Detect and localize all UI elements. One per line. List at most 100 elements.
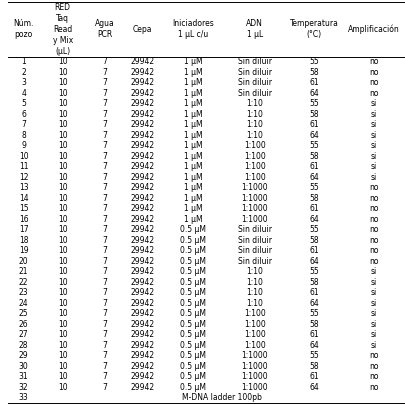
Text: 29942: 29942 [130,267,154,276]
Text: 64: 64 [309,299,318,308]
Text: 0.5 μM: 0.5 μM [180,246,206,255]
Text: 15: 15 [19,204,28,213]
Text: 29942: 29942 [130,152,154,161]
Text: 24: 24 [19,299,28,308]
Text: 55: 55 [309,58,318,66]
Text: 12: 12 [19,173,28,182]
Text: 29942: 29942 [130,120,154,129]
Text: 10: 10 [58,215,67,224]
Text: 1:1000: 1:1000 [241,204,267,213]
Text: 7: 7 [102,372,107,381]
Text: 10: 10 [58,257,67,266]
Text: 61: 61 [309,330,318,339]
Text: 0.5 μM: 0.5 μM [180,236,206,245]
Text: 7: 7 [102,194,107,203]
Text: no: no [369,236,378,245]
Text: 19: 19 [19,246,28,255]
Text: 0.5 μM: 0.5 μM [180,383,206,392]
Text: 29942: 29942 [130,162,154,171]
Text: 1:10: 1:10 [246,299,262,308]
Text: Sin diluir: Sin diluir [237,58,271,66]
Text: Amplificación: Amplificación [347,25,399,34]
Text: 29942: 29942 [130,362,154,371]
Text: Temperatura
(°C): Temperatura (°C) [289,19,338,39]
Text: 29942: 29942 [130,215,154,224]
Text: 0.5 μM: 0.5 μM [180,362,206,371]
Text: 17: 17 [19,225,28,234]
Text: 1 μM: 1 μM [183,78,202,87]
Text: 1 μM: 1 μM [183,162,202,171]
Text: 0.5 μM: 0.5 μM [180,257,206,266]
Text: 7: 7 [102,330,107,339]
Text: si: si [370,320,376,329]
Text: ADN
1 μL: ADN 1 μL [246,19,262,39]
Text: si: si [370,341,376,350]
Text: 2: 2 [21,68,26,77]
Text: 7: 7 [102,152,107,161]
Text: no: no [369,372,378,381]
Text: 1 μM: 1 μM [183,204,202,213]
Text: 1:100: 1:100 [243,141,265,150]
Text: 0.5 μM: 0.5 μM [180,330,206,339]
Text: 7: 7 [102,89,107,98]
Text: 29942: 29942 [130,141,154,150]
Text: Agua
PCR: Agua PCR [95,19,114,39]
Text: 10: 10 [58,141,67,150]
Text: 7: 7 [102,267,107,276]
Text: 4: 4 [21,89,26,98]
Text: 10: 10 [58,267,67,276]
Text: 1:100: 1:100 [243,309,265,318]
Text: 10: 10 [58,383,67,392]
Text: 1:100: 1:100 [243,162,265,171]
Text: 7: 7 [102,257,107,266]
Text: 0.5 μM: 0.5 μM [180,288,206,297]
Text: 10: 10 [58,99,67,108]
Text: 30: 30 [19,362,28,371]
Text: 61: 61 [309,246,318,255]
Text: no: no [369,183,378,192]
Text: 7: 7 [102,78,107,87]
Text: 10: 10 [58,225,67,234]
Text: 1 μM: 1 μM [183,89,202,98]
Text: no: no [369,246,378,255]
Text: 10: 10 [58,288,67,297]
Text: 10: 10 [58,183,67,192]
Text: 3: 3 [21,78,26,87]
Text: 64: 64 [309,131,318,140]
Text: 55: 55 [309,351,318,360]
Text: si: si [370,288,376,297]
Text: 10: 10 [58,309,67,318]
Text: 7: 7 [102,110,107,119]
Text: 9: 9 [21,141,26,150]
Text: 1:1000: 1:1000 [241,194,267,203]
Text: 29942: 29942 [130,257,154,266]
Text: 7: 7 [102,309,107,318]
Text: 16: 16 [19,215,28,224]
Text: Sin diluir: Sin diluir [237,257,271,266]
Text: 58: 58 [309,110,318,119]
Text: 64: 64 [309,383,318,392]
Text: no: no [369,362,378,371]
Text: RED
Taq
Read
y Mix
(μL): RED Taq Read y Mix (μL) [52,2,72,56]
Text: si: si [370,141,376,150]
Text: 29942: 29942 [130,194,154,203]
Text: si: si [370,278,376,287]
Text: 1 μM: 1 μM [183,152,202,161]
Text: 10: 10 [58,320,67,329]
Text: 61: 61 [309,120,318,129]
Text: 55: 55 [309,183,318,192]
Text: 10: 10 [58,299,67,308]
Text: 0.5 μM: 0.5 μM [180,320,206,329]
Text: 7: 7 [102,288,107,297]
Text: 58: 58 [309,362,318,371]
Text: no: no [369,225,378,234]
Text: 10: 10 [58,204,67,213]
Text: no: no [369,58,378,66]
Text: 7: 7 [21,120,26,129]
Text: 10: 10 [58,372,67,381]
Text: 7: 7 [102,120,107,129]
Text: 29942: 29942 [130,330,154,339]
Text: 0.5 μM: 0.5 μM [180,341,206,350]
Text: si: si [370,330,376,339]
Text: Cepa: Cepa [132,25,152,34]
